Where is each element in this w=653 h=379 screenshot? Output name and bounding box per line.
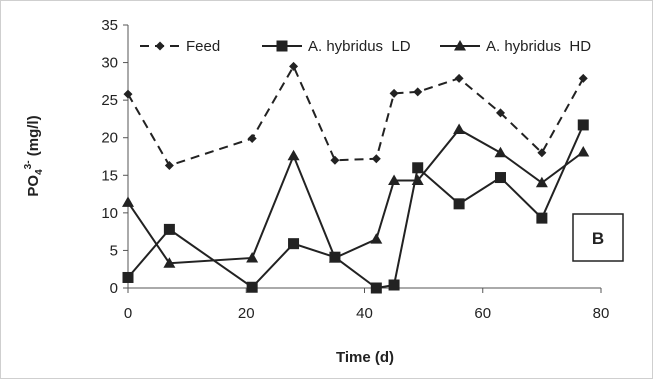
series-a-hybridus-ld — [122, 119, 589, 294]
x-tick-label: 80 — [593, 305, 610, 322]
data-point-a-hybridus-ld — [246, 281, 258, 293]
y-tick-label: 10 — [101, 205, 118, 222]
data-point-a-hybridus-hd — [122, 196, 134, 207]
series-layer — [122, 61, 590, 294]
y-axis-title-subscript: 4 — [34, 169, 45, 175]
data-point-a-hybridus-hd — [411, 174, 424, 186]
data-point-feed — [247, 133, 257, 143]
data-point-feed — [330, 155, 340, 165]
data-point-feed — [413, 87, 423, 97]
y-tick-label: 5 — [110, 242, 118, 259]
data-point-feed — [164, 161, 174, 171]
data-point-a-hybridus-hd — [388, 174, 401, 186]
series-line-feed — [127, 64, 585, 167]
series-line-a-hybridus-hd — [127, 128, 584, 265]
legend: Feed A. hybridus LD A. hybridus HD — [140, 38, 591, 55]
data-point-feed — [389, 88, 399, 98]
panel-label: B — [592, 229, 604, 248]
data-point-a-hybridus-hd — [453, 123, 466, 134]
series-line-a-hybridus-ld — [127, 124, 585, 290]
data-point-a-hybridus-hd — [494, 146, 507, 158]
data-point-a-hybridus-ld — [288, 238, 300, 250]
data-point-a-hybridus-hd — [246, 251, 259, 263]
data-point-a-hybridus-ld — [163, 223, 175, 235]
data-point-a-hybridus-ld — [453, 198, 465, 210]
y-tick-labels: 0 5 10 15 20 25 30 35 — [101, 17, 128, 297]
data-point-a-hybridus-ld — [370, 282, 382, 294]
y-tick-label: 25 — [101, 92, 118, 109]
y-tick-label: 30 — [101, 55, 118, 72]
data-point-feed — [123, 89, 133, 99]
legend-label-a-hybridus-ld: A. hybridus LD — [308, 38, 411, 55]
data-point-a-hybridus-hd — [163, 257, 176, 268]
legend-marker-feed — [155, 41, 165, 51]
y-tick-label: 0 — [110, 280, 118, 297]
y-tick-label: 15 — [101, 167, 118, 184]
data-point-feed — [371, 154, 381, 164]
x-tick-label: 20 — [238, 305, 255, 322]
data-point-a-hybridus-hd — [328, 251, 341, 263]
legend-marker-a-hybridus-ld — [276, 40, 288, 52]
series-a-hybridus-hd — [122, 123, 590, 268]
data-point-a-hybridus-ld — [494, 172, 506, 184]
panel-label-box: B — [572, 213, 624, 262]
x-tick-label: 40 — [356, 305, 373, 322]
data-point-feed — [578, 73, 588, 83]
x-axis-title: Time (d) — [336, 349, 394, 366]
legend-label-a-hybridus-hd: A. hybridus HD — [486, 38, 591, 55]
y-tick-label: 35 — [101, 17, 118, 34]
data-point-feed — [289, 61, 299, 71]
x-tick-label: 0 — [124, 305, 132, 322]
y-axis-title-main: PO — [25, 175, 42, 197]
y-axis-title-unit: (mg/l) — [25, 115, 42, 160]
y-tick-label: 20 — [101, 130, 118, 147]
data-point-a-hybridus-hd — [577, 145, 590, 157]
data-point-a-hybridus-ld — [536, 212, 548, 224]
data-point-feed — [495, 108, 505, 118]
data-point-feed — [454, 73, 464, 83]
data-point-a-hybridus-hd — [370, 233, 383, 244]
data-point-a-hybridus-ld — [412, 162, 424, 174]
y-axis-title-superscript: 3- — [23, 160, 34, 169]
data-point-feed — [537, 148, 547, 158]
data-point-a-hybridus-hd — [535, 176, 548, 188]
x-tick-labels: 0 20 40 60 80 — [124, 288, 610, 322]
data-point-a-hybridus-ld — [388, 279, 400, 291]
data-point-a-hybridus-hd — [287, 149, 300, 161]
x-tick-label: 60 — [474, 305, 491, 322]
legend-marker-a-hybridus-hd — [454, 40, 466, 51]
legend-label-feed: Feed — [186, 38, 220, 55]
data-point-a-hybridus-ld — [577, 119, 589, 131]
series-feed — [123, 61, 588, 171]
data-point-a-hybridus-ld — [122, 271, 134, 283]
y-axis-title: PO43- (mg/l) — [23, 115, 45, 196]
